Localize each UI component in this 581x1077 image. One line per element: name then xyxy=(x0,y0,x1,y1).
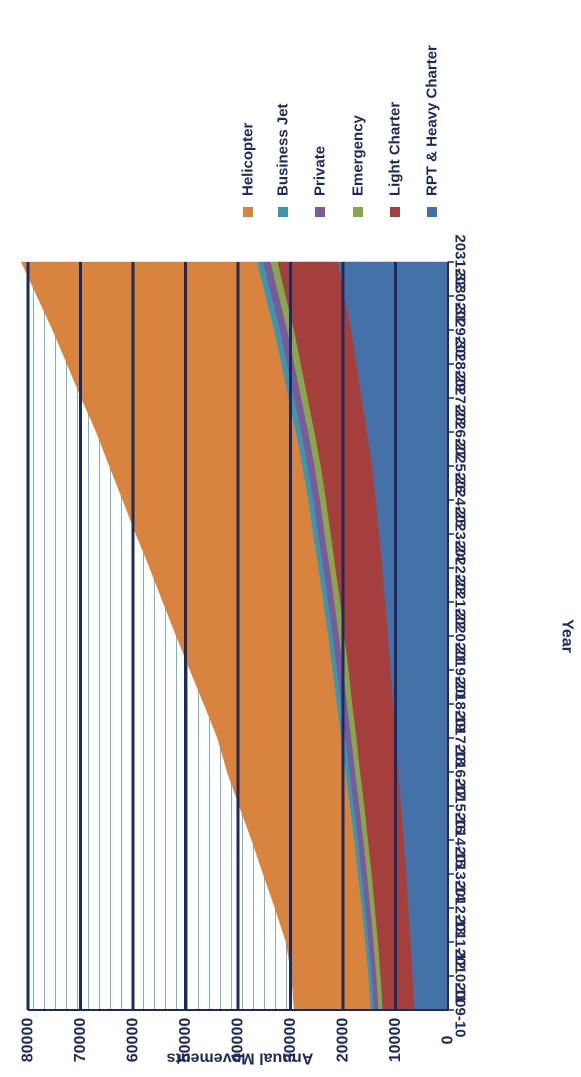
x-tick-label: 2023-24 xyxy=(452,506,469,562)
y-tick-label: 80000 xyxy=(20,1018,37,1063)
x-tick-label: 2014-15 xyxy=(452,812,469,867)
x-tick-label: 2020-21 xyxy=(452,608,469,663)
x-tick-label: 2012-13 xyxy=(452,880,469,935)
x-tick-label: 2030-31 xyxy=(452,268,469,323)
x-tick-label: 2022-23 xyxy=(452,540,469,595)
x-tick-label: 2024-25 xyxy=(452,472,469,527)
legend-swatch-emergency xyxy=(353,207,363,217)
area-series-helicopter xyxy=(21,261,371,1011)
x-tick-label: 2028-29 xyxy=(452,336,469,391)
x-tick-label: 2013-14 xyxy=(452,846,469,902)
x-tick-label: 2021-22 xyxy=(452,574,469,629)
x-tick-label: 2017-18 xyxy=(452,710,469,765)
y-axis-title: Annual Movements xyxy=(167,1050,314,1067)
x-tick-label: 2016-17 xyxy=(452,744,469,799)
legend-label-business-jet: Business Jet xyxy=(275,103,292,196)
x-tick-label: 2026-27 xyxy=(452,404,469,459)
legend-swatch-rpt-heavy-charter xyxy=(427,207,437,217)
legend-label-emergency: Emergency xyxy=(350,114,367,196)
x-tick-label: 2010-11 xyxy=(452,949,469,1003)
legend-label-helicopter: Helicopter xyxy=(240,122,257,196)
legend-swatch-helicopter xyxy=(243,207,253,217)
y-tick-label: 30000 xyxy=(282,1018,299,1063)
legend-swatch-business-jet xyxy=(278,207,288,217)
legend-swatch-light-charter xyxy=(390,207,400,217)
y-tick-label: 70000 xyxy=(72,1018,89,1063)
y-tick-label: 20000 xyxy=(335,1018,352,1063)
x-tick-label: 2031-32 xyxy=(452,234,469,289)
legend-swatch-private xyxy=(315,207,325,217)
y-tick-label: 40000 xyxy=(230,1018,247,1063)
y-tick-label: 10000 xyxy=(387,1018,404,1063)
x-tick-label: 2015-16 xyxy=(452,778,469,833)
x-tick-label: 2011-12 xyxy=(452,915,469,969)
x-tick-label: 2027-28 xyxy=(452,370,469,425)
x-tick-label: 2029-30 xyxy=(452,302,469,357)
x-axis-title: Year xyxy=(559,619,576,653)
legend-label-rpt-heavy-charter: RPT & Heavy Charter xyxy=(424,45,441,196)
y-tick-label: 50000 xyxy=(177,1018,194,1063)
y-tick-label: 60000 xyxy=(125,1018,142,1063)
x-tick-label: 2019-20 xyxy=(452,642,469,697)
x-tick-label: 2009-10 xyxy=(452,982,469,1037)
legend-label-private: Private xyxy=(312,146,329,196)
x-tick-label: 2025-26 xyxy=(452,438,469,493)
y-tick-label: 0 xyxy=(440,1035,457,1044)
legend-label-light-charter: Light Charter xyxy=(387,102,404,196)
x-tick-label: 2018-19 xyxy=(452,676,469,731)
